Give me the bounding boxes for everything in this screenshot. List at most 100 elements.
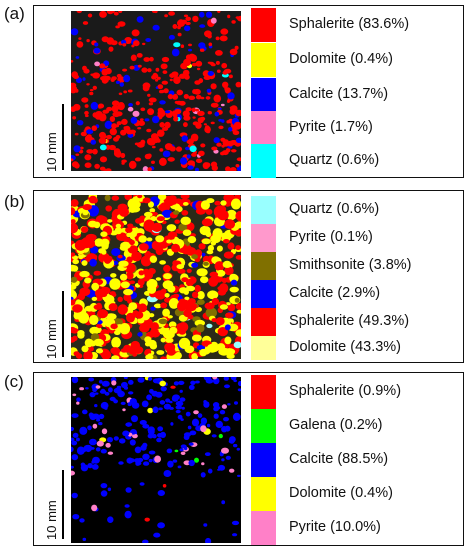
mineral-grain	[142, 453, 150, 460]
mineral-grain	[199, 24, 206, 28]
mineral-grain	[79, 426, 88, 435]
mineral-grain	[179, 73, 187, 79]
mineral-grain	[150, 306, 156, 311]
legend-swatch	[251, 511, 276, 545]
mineral-grain	[225, 312, 234, 319]
mineral-grain	[217, 286, 224, 291]
mineral-grain	[188, 138, 194, 143]
mineral-grain	[149, 208, 156, 213]
legend-label: Dolomite (0.4%)	[289, 51, 393, 67]
mineral-grain	[139, 324, 148, 333]
mineral-grain	[84, 110, 89, 116]
mineral-grain	[159, 148, 164, 152]
mineral-grain	[138, 235, 147, 243]
mineral-grain	[157, 129, 165, 137]
mineral-grain	[224, 266, 234, 276]
mineral-grain	[115, 25, 120, 29]
mineral-grain	[156, 437, 162, 443]
mineral-grain	[127, 198, 139, 210]
mineral-grain	[211, 434, 217, 438]
mineral-grain	[235, 229, 241, 237]
mineral-grain	[159, 157, 167, 166]
mineral-grain	[111, 123, 117, 129]
mineral-grain	[201, 238, 211, 245]
mineral-grain	[160, 386, 167, 392]
mineral-grain	[141, 400, 149, 408]
mineral-grain	[88, 346, 94, 352]
mineral-grain	[110, 40, 118, 46]
legend-swatch	[251, 308, 276, 336]
mineral-grain	[163, 403, 171, 410]
mineral-grain	[173, 210, 180, 215]
mineral-grain	[221, 62, 228, 69]
mineral-grain	[76, 397, 81, 402]
mineral-grain	[83, 68, 90, 74]
mineral-grain	[212, 402, 220, 408]
mineral-grain	[197, 413, 203, 418]
mineral-grain	[74, 239, 87, 251]
mineral-grain	[89, 314, 99, 326]
legend-swatch	[251, 224, 276, 252]
mineral-grain	[161, 209, 173, 218]
mineral-grain	[84, 338, 94, 348]
mineral-grain	[196, 67, 201, 71]
mineral-grain	[90, 101, 99, 110]
mineral-grain	[93, 338, 104, 347]
mineral-grain	[208, 276, 219, 287]
mineral-grain	[152, 406, 159, 414]
mineral-grain	[195, 94, 202, 100]
mineral-grain	[87, 220, 98, 228]
mineral-grain	[137, 317, 145, 324]
mineral-grain	[236, 447, 240, 451]
mineral-grain	[183, 446, 188, 451]
mineral-grain	[235, 210, 241, 221]
mineral-grain	[223, 377, 229, 381]
mineral-grain	[172, 112, 178, 118]
legend-swatch	[251, 477, 276, 511]
mineral-grain	[200, 472, 206, 478]
mineral-grain	[214, 261, 225, 271]
mineral-grain	[114, 227, 123, 235]
mineral-grain	[181, 406, 185, 410]
mineral-grain	[99, 156, 108, 163]
mineral-grain	[183, 94, 189, 99]
mineral-grain	[88, 195, 98, 204]
mineral-grain	[137, 278, 145, 286]
mineral-grain	[147, 268, 156, 275]
mineral-grain	[91, 296, 98, 301]
mineral-grain	[166, 145, 172, 150]
mineral-grain	[71, 413, 79, 418]
mineral-grain	[235, 255, 241, 260]
mineral-grain	[71, 470, 75, 476]
mineral-grain	[117, 21, 126, 27]
legend-item: Dolomite (43.3%)	[251, 336, 461, 360]
mineral-grain	[203, 400, 207, 404]
mineral-grain	[74, 132, 79, 136]
legend-label: Quartz (0.6%)	[289, 152, 380, 168]
mineral-grain	[218, 125, 224, 130]
mineral-grain	[103, 256, 112, 264]
panel-c-label: (c)	[4, 372, 24, 391]
mineral-grain	[176, 264, 185, 270]
mineral-grain	[82, 77, 86, 81]
mineral-grain	[149, 56, 154, 62]
mineral-grain	[234, 401, 238, 405]
mineral-grain	[218, 433, 223, 439]
mineral-grain	[180, 418, 184, 421]
mineral-grain	[143, 219, 155, 232]
mineral-grain	[227, 323, 239, 332]
mineral-grain	[152, 24, 160, 31]
mineral-grain	[92, 456, 100, 464]
mineral-grain	[232, 533, 238, 537]
mineral-grain	[210, 83, 217, 90]
map-background	[71, 11, 241, 171]
mineral-grain	[229, 286, 239, 293]
mineral-grain	[134, 446, 142, 454]
mineral-grain	[110, 78, 115, 82]
mineral-grain	[213, 167, 217, 171]
mineral-grain	[180, 44, 185, 48]
mineral-grain	[224, 219, 236, 230]
mineral-grain	[148, 140, 156, 146]
mineral-grain	[84, 114, 89, 118]
mineral-grain	[172, 24, 178, 29]
